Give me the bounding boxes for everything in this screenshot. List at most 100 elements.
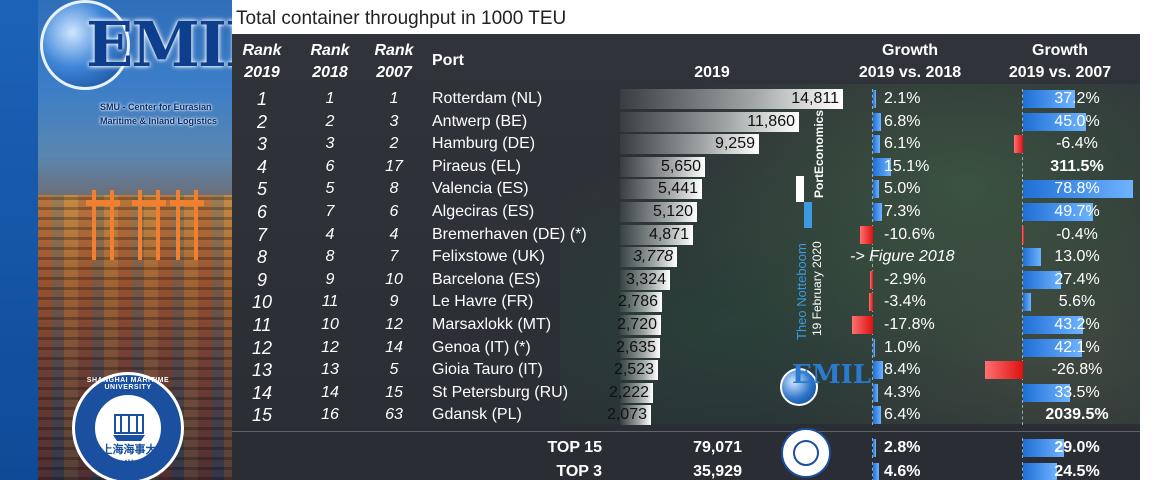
logo-block	[796, 176, 804, 202]
rank-2018-cell: 4	[325, 225, 335, 243]
throughput-value: 5,650	[660, 157, 701, 175]
header-line: Growth	[1032, 42, 1088, 59]
rank-2018-cell: 7	[325, 203, 335, 220]
rank-2018-cell: 13	[321, 361, 339, 379]
watermark-date: 19 February 2020	[810, 241, 824, 336]
rank-2019-cell: 15	[251, 405, 273, 426]
table-row: 10 11 9 Le Havre (FR) 2,786 -3.4% 5.6%	[232, 291, 1140, 313]
table-row: 9 9 10 Barcelona (ES) 3,324 -2.9% 27.4%	[232, 269, 1140, 291]
table-row: 4 6 17 Piraeus (EL) 5,650 15.1% 311.5%	[232, 156, 1140, 178]
table-row: 15 16 63 Gdansk (PL) 2,073 6.4% 2039.5%	[232, 404, 1140, 426]
growth-2018-value: 5.0%	[884, 180, 921, 198]
growth-2018-bar	[873, 439, 877, 457]
smu-emblem	[93, 393, 163, 463]
header-growth-2018: Growth 2019 vs. 2018	[840, 40, 980, 84]
growth-2007-value: 78.8%	[1054, 180, 1100, 198]
rank-2018-cell: 10	[321, 316, 339, 333]
table-row: 11 10 12 Marsaxlokk (MT) 2,720 -17.8% 43.2%	[232, 314, 1140, 336]
throughput-value: 5,120	[652, 203, 693, 220]
growth-2018-value: 7.3%	[884, 203, 921, 220]
throughput-value: 2,786	[617, 293, 658, 311]
growth-2018-bar	[873, 463, 879, 480]
port-name-cell: Gioia Tauro (IT)	[432, 361, 543, 379]
header-port: Port	[432, 52, 464, 69]
rank-2018-cell: 8	[325, 248, 335, 266]
throughput-bar	[620, 156, 705, 177]
growth-2018-bar	[851, 316, 873, 334]
port-name-cell: Marsaxlokk (MT)	[432, 316, 552, 333]
crane-icon	[132, 190, 166, 260]
crane-icon	[170, 190, 204, 260]
rank-2018-cell: 2	[325, 112, 335, 130]
table-row: 13 13 5 Gioia Tauro (IT) 2,523 8.4% -26.8%	[232, 359, 1140, 381]
growth-2018-axis	[872, 179, 873, 200]
emil-logo-text: EMIL	[86, 8, 232, 81]
rank-2007-cell: 7	[389, 248, 399, 266]
growth-2007-axis	[1022, 337, 1023, 358]
table-row: 5 5 8 Valencia (ES) 5,441 5.0% 78.8%	[232, 178, 1140, 200]
growth-2018-bar	[873, 157, 892, 176]
growth-2018-value: 6.4%	[884, 406, 921, 424]
growth-2018-value: 2.1%	[884, 90, 921, 107]
growth-2018-value: -10.6%	[884, 225, 935, 243]
rank-2007-cell: 14	[385, 338, 403, 356]
porteconomics-logo	[796, 176, 816, 228]
brand-text: Economics	[812, 109, 826, 174]
rank-2007-cell: 1	[389, 90, 399, 107]
rank-2019-cell: 10	[251, 292, 273, 313]
growth-2018-bar	[873, 135, 881, 154]
growth-2007-bar	[1023, 203, 1093, 221]
rank-2018-cell: 9	[325, 270, 335, 288]
growth-2018-bar	[868, 293, 873, 312]
growth-2018-value: 1.0%	[884, 338, 921, 356]
emil-subtitle-line: SMU - Center for Eurasian	[100, 102, 212, 112]
throughput-value: 2,635	[615, 338, 656, 356]
growth-2007-value: 5.6%	[1058, 293, 1096, 311]
growth-2007-bar	[1023, 270, 1062, 289]
rank-2019-cell: 13	[251, 360, 273, 381]
header-line: 2019 vs. 2007	[1008, 64, 1112, 81]
rank-2007-cell: 63	[385, 406, 403, 424]
throughput-value: 3,778	[632, 248, 673, 266]
growth-2018-value: 2.8%	[884, 439, 921, 456]
growth-2007-axis	[1022, 405, 1023, 426]
growth-2007-value: 37.2%	[1054, 90, 1100, 107]
rank-2007-cell: 12	[385, 316, 403, 333]
growth-2018-axis	[872, 111, 873, 132]
growth-2007-value: 13.0%	[1054, 248, 1100, 266]
growth-2018-value: 4.3%	[884, 383, 921, 401]
crane-icon	[86, 190, 120, 260]
table-row: 6 7 6 Algeciras (ES) 5,120 7.3% 49.7%	[232, 201, 1140, 223]
throughput-bar	[620, 315, 661, 335]
growth-2018-axis	[872, 405, 873, 426]
growth-2007-value: 49.7%	[1054, 203, 1100, 220]
totals-divider	[232, 431, 1140, 432]
rank-2007-cell: 17	[385, 157, 403, 175]
throughput-value: 4,871	[648, 225, 689, 243]
table-row: 2 2 3 Antwerp (BE) 11,860 6.8% 45.0%	[232, 111, 1140, 133]
growth-2007-axis	[1022, 179, 1023, 200]
emil-small-text: EMIL	[792, 360, 872, 390]
growth-2018-value: -3.4%	[884, 293, 926, 311]
growth-2018-value: 15.1%	[884, 157, 930, 175]
throughput-value: 14,811	[791, 90, 839, 107]
left-photo-panel: EMIL SMU - Center for Eurasian Maritime …	[0, 0, 232, 480]
emil-small-logo: EMIL	[778, 360, 871, 410]
smu-logo: SHANGHAI MARITIME UNIVERSITY 上海海事大学	[72, 372, 184, 480]
growth-2018-axis	[872, 156, 873, 177]
rank-2007-cell: 15	[385, 383, 403, 401]
smu-small-logo	[781, 428, 831, 478]
port-name-cell: Barcelona (ES)	[432, 270, 541, 288]
growth-2018-axis	[872, 438, 873, 458]
rank-2018-cell: 16	[321, 406, 339, 424]
header-2019: 2019	[694, 64, 730, 81]
header-line: Rank	[310, 42, 350, 59]
growth-2007-axis	[1022, 382, 1023, 403]
growth-2018-bar	[873, 406, 881, 425]
totals-value: 35,929	[693, 463, 742, 480]
growth-2018-bar	[873, 90, 876, 108]
growth-2007-axis	[1022, 202, 1023, 222]
growth-2007-bar	[1023, 293, 1031, 312]
rank-2019-cell: 2	[256, 111, 267, 132]
growth-2007-axis	[1022, 462, 1023, 480]
